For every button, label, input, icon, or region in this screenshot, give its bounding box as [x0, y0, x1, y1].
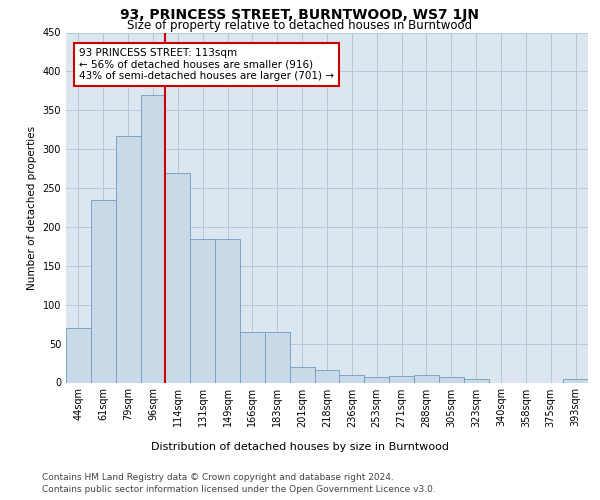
Text: Contains public sector information licensed under the Open Government Licence v3: Contains public sector information licen… — [42, 485, 436, 494]
Bar — [314, 370, 340, 382]
Bar — [439, 377, 464, 382]
Bar — [240, 332, 265, 382]
Bar — [265, 332, 290, 382]
Bar — [340, 374, 364, 382]
Bar — [414, 374, 439, 382]
Text: Contains HM Land Registry data © Crown copyright and database right 2024.: Contains HM Land Registry data © Crown c… — [42, 472, 394, 482]
Bar — [190, 240, 215, 382]
Bar — [91, 200, 116, 382]
Bar — [116, 136, 140, 382]
Y-axis label: Number of detached properties: Number of detached properties — [27, 126, 37, 290]
Bar — [364, 377, 389, 382]
Text: 93, PRINCESS STREET, BURNTWOOD, WS7 1JN: 93, PRINCESS STREET, BURNTWOOD, WS7 1JN — [121, 8, 479, 22]
Bar — [389, 376, 414, 382]
Bar — [464, 380, 488, 382]
Bar — [166, 172, 190, 382]
Bar — [290, 367, 314, 382]
Text: Distribution of detached houses by size in Burntwood: Distribution of detached houses by size … — [151, 442, 449, 452]
Bar — [215, 240, 240, 382]
Bar — [563, 380, 588, 382]
Text: Size of property relative to detached houses in Burntwood: Size of property relative to detached ho… — [127, 19, 473, 32]
Bar — [140, 94, 166, 383]
Text: 93 PRINCESS STREET: 113sqm
← 56% of detached houses are smaller (916)
43% of sem: 93 PRINCESS STREET: 113sqm ← 56% of deta… — [79, 48, 334, 82]
Bar — [66, 328, 91, 382]
